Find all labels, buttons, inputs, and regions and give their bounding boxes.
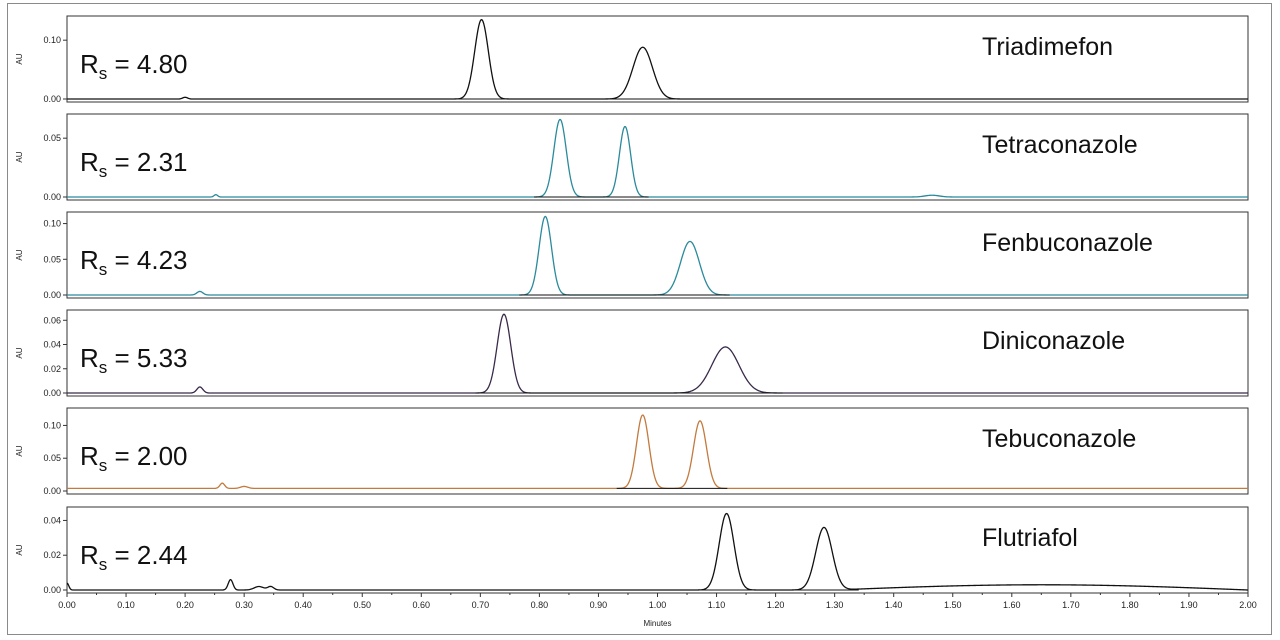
y-tick-label: 0.00 xyxy=(43,585,61,595)
x-tick-label: 1.20 xyxy=(767,600,785,610)
x-tick-label: 0.70 xyxy=(472,600,490,610)
chromatogram-trace xyxy=(67,118,1248,198)
compound-name: Fenbuconazole xyxy=(982,229,1153,257)
y-tick-label: 0.10 xyxy=(43,35,61,45)
figure-frame xyxy=(7,3,1272,635)
panel-frame xyxy=(66,211,1249,299)
x-tick-label: 0.50 xyxy=(353,600,371,610)
y-axis-label: AU xyxy=(15,249,24,260)
compound-name: Triadimefon xyxy=(982,33,1113,61)
x-tick-label: 0.90 xyxy=(590,600,608,610)
y-tick-label: 0.10 xyxy=(43,420,61,430)
chromatogram-trace xyxy=(66,512,1249,591)
y-tick-label: 0.00 xyxy=(43,94,61,104)
x-tick-label: 0.20 xyxy=(176,600,194,610)
x-tick-label: 0.40 xyxy=(294,600,312,610)
chromatogram-trace xyxy=(67,414,1248,490)
y-tick-label: 0.06 xyxy=(43,315,61,325)
y-tick-label: 0.05 xyxy=(43,453,61,463)
y-tick-label: 0.04 xyxy=(43,515,61,525)
resolution-label: Rs = 2.44 xyxy=(80,540,188,574)
x-tick-label: 1.70 xyxy=(1062,600,1080,610)
x-tick-label: 2.00 xyxy=(1239,600,1257,610)
y-tick-label: 0.00 xyxy=(43,388,61,398)
y-axis-label: AU xyxy=(15,445,24,456)
y-tick-label: 0.00 xyxy=(43,290,61,300)
resolution-label: Rs = 2.00 xyxy=(80,441,188,475)
resolution-label: Rs = 4.23 xyxy=(80,245,188,279)
x-tick-label: 0.10 xyxy=(117,600,135,610)
y-tick-label: 0.00 xyxy=(43,486,61,496)
compound-name: Tebuconazole xyxy=(982,425,1136,453)
y-tick-label: 0.05 xyxy=(43,254,61,264)
y-tick-label: 0.10 xyxy=(43,219,61,229)
x-tick-label: 0.30 xyxy=(235,600,253,610)
x-tick-label: 1.50 xyxy=(944,600,962,610)
x-tick-label: 1.40 xyxy=(885,600,903,610)
compound-name: Flutriafol xyxy=(982,524,1078,552)
y-axis-label: AU xyxy=(15,544,24,555)
y-axis-label: AU xyxy=(15,151,24,162)
x-tick-label: 1.00 xyxy=(649,600,667,610)
panel-frame xyxy=(66,407,1249,495)
compound-name: Diniconazole xyxy=(982,327,1125,355)
x-tick-label: 1.90 xyxy=(1180,600,1198,610)
y-tick-label: 0.05 xyxy=(43,133,61,143)
x-tick-label: 0.80 xyxy=(531,600,549,610)
panel-frame xyxy=(66,113,1249,201)
y-axis-label: AU xyxy=(15,53,24,64)
x-axis-label: Minutes xyxy=(643,619,671,628)
y-tick-label: 0.00 xyxy=(43,192,61,202)
panel-frame xyxy=(66,309,1249,397)
resolution-label: Rs = 2.31 xyxy=(80,147,188,181)
x-tick-label: 1.60 xyxy=(1003,600,1021,610)
resolution-label: Rs = 4.80 xyxy=(80,49,188,83)
panel-frame xyxy=(66,15,1249,103)
y-tick-label: 0.02 xyxy=(43,550,61,560)
x-tick-label: 0.00 xyxy=(58,600,76,610)
x-tick-label: 1.30 xyxy=(826,600,844,610)
x-tick-label: 1.10 xyxy=(708,600,726,610)
y-tick-label: 0.04 xyxy=(43,340,61,350)
resolution-label: Rs = 5.33 xyxy=(80,343,188,377)
x-tick-label: 1.80 xyxy=(1121,600,1139,610)
x-tick-label: 0.60 xyxy=(413,600,431,610)
y-axis-label: AU xyxy=(15,347,24,358)
y-tick-label: 0.02 xyxy=(43,364,61,374)
chromatogram-trace xyxy=(67,19,1248,100)
compound-name: Tetraconazole xyxy=(982,131,1138,159)
